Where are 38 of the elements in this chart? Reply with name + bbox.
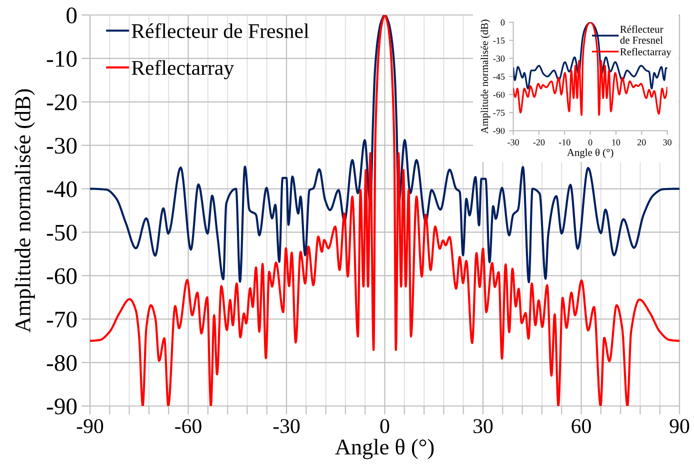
x-axis-title: Angle θ (°) xyxy=(335,438,434,460)
legend-label: Reflectarray xyxy=(132,60,234,80)
x-tick-label: -30 xyxy=(508,139,519,146)
y-tick-label: -30 xyxy=(493,56,505,62)
legend-label: Réflecteur de Fresnel xyxy=(620,25,664,44)
y-tick-label: 0 xyxy=(66,7,77,24)
y-tick-label: -90 xyxy=(46,398,77,414)
y-tick-label: -90 xyxy=(493,128,505,134)
y-tick-label: -60 xyxy=(493,92,505,98)
y-tick-label: -10 xyxy=(46,50,77,67)
y-tick-label: -70 xyxy=(46,312,77,328)
x-tick-label: 0 xyxy=(380,419,390,434)
legend-label: Réflecteur de Fresnel xyxy=(132,23,309,38)
y-tick-label: -15 xyxy=(493,38,505,44)
x-tick-label: 60 xyxy=(572,419,591,434)
x-tick-label: -20 xyxy=(533,139,545,146)
y-tick-label: -45 xyxy=(493,74,505,80)
y-axis-title: Amplitude normalisée (dB) xyxy=(14,89,35,332)
legend-label: Reflectarray xyxy=(620,48,672,58)
x-tick-label: 0 xyxy=(588,139,592,146)
x-tick-label: 20 xyxy=(638,139,646,146)
x-tick-label: 30 xyxy=(474,419,493,434)
y-tick-label: -20 xyxy=(46,94,77,110)
x-tick-label: -60 xyxy=(175,419,202,434)
y-tick-label: -40 xyxy=(46,181,77,198)
y-tick-label: -60 xyxy=(46,268,77,284)
y-axis-title: Amplitude normalisée (dB) xyxy=(480,20,490,134)
x-tick-label: 10 xyxy=(612,139,620,146)
y-tick-label: -80 xyxy=(46,355,77,371)
x-tick-label: -10 xyxy=(558,139,570,146)
y-tick-label: -50 xyxy=(46,224,77,241)
x-tick-label: -30 xyxy=(273,419,300,434)
x-axis-title: Angle θ (°) xyxy=(567,148,614,158)
y-tick-label: 0 xyxy=(500,19,505,26)
x-tick-label: 30 xyxy=(663,139,672,146)
y-tick-label: -75 xyxy=(493,110,505,116)
x-tick-label: -90 xyxy=(76,419,104,434)
x-tick-label: 90 xyxy=(670,419,690,434)
